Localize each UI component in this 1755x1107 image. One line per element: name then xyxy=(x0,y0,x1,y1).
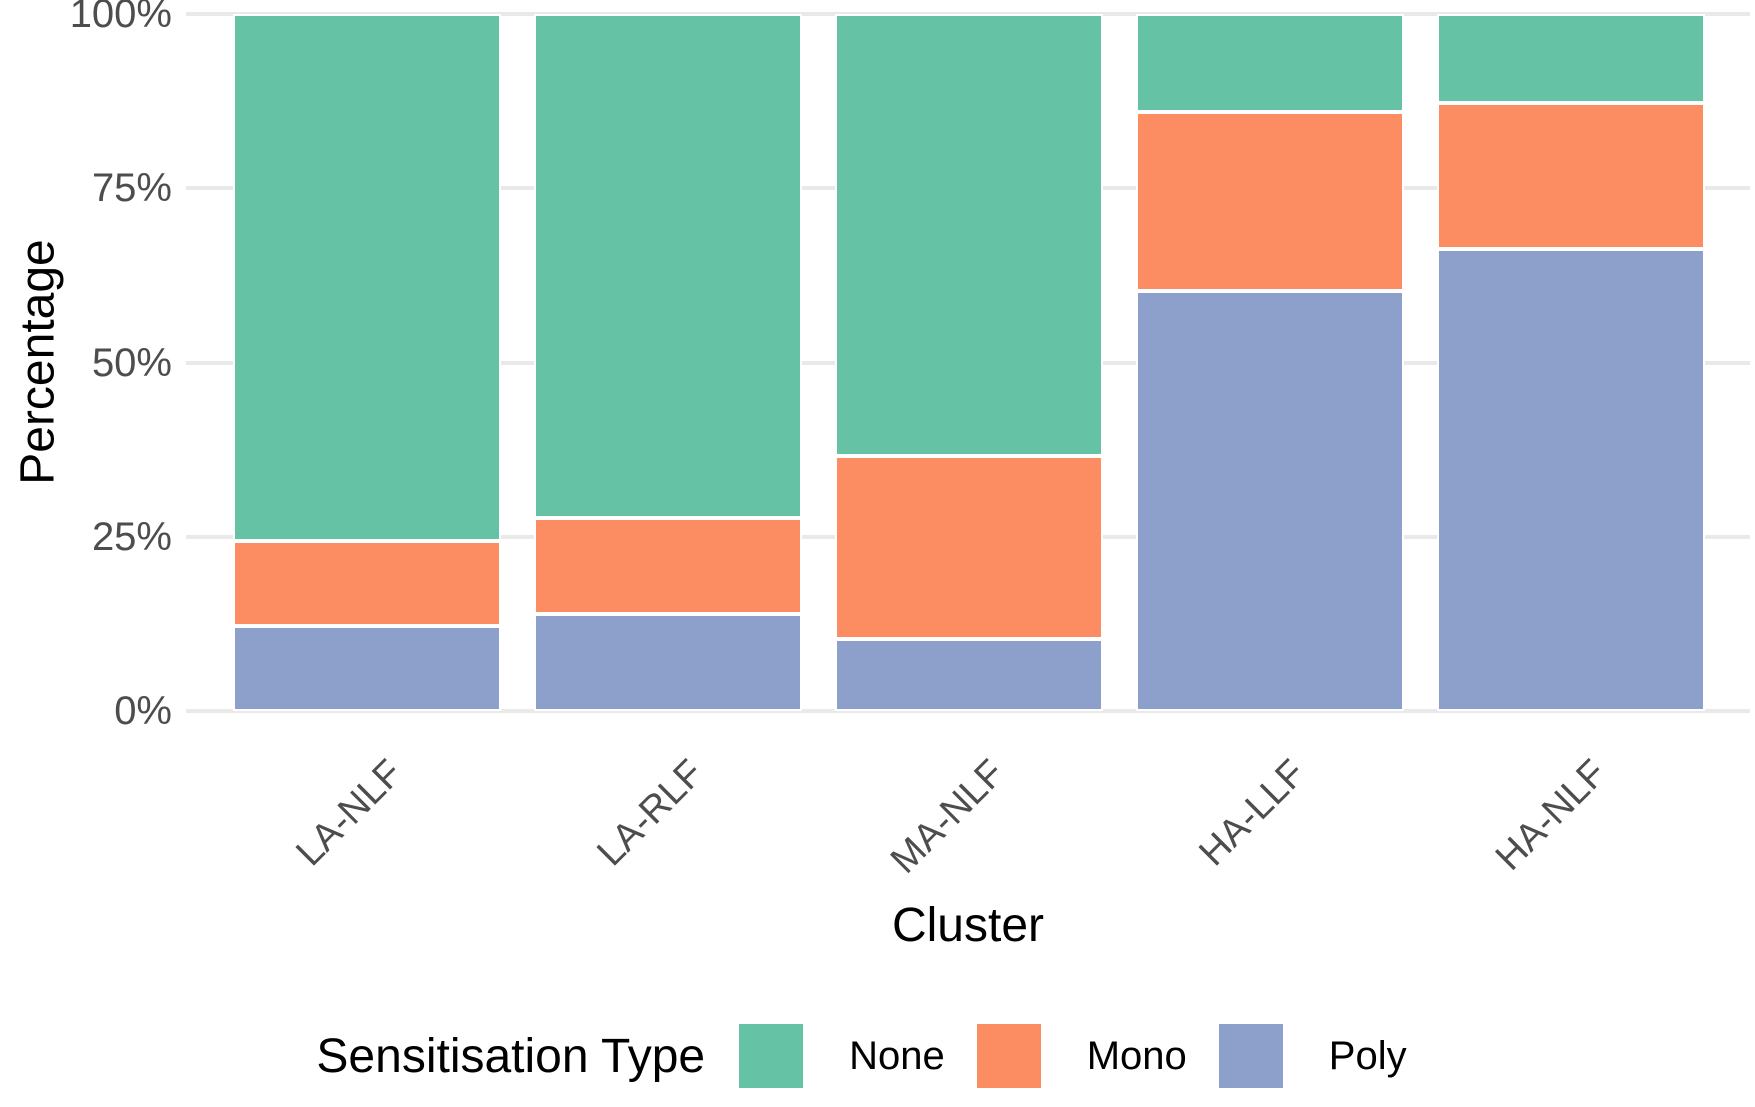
legend-label-None: None xyxy=(849,1033,945,1078)
segment-LA-RLF-None xyxy=(534,14,802,518)
y-tick-label-25: 25% xyxy=(91,514,172,559)
segment-LA-RLF-Poly xyxy=(534,614,802,711)
legend: Sensitisation Type None Mono Poly xyxy=(0,1024,1755,1088)
x-axis-title: Cluster xyxy=(891,899,1045,952)
legend-item-Poly: Poly xyxy=(1218,1024,1407,1088)
segment-LA-NLF-Mono xyxy=(233,540,501,626)
segment-HA-LLF-Poly xyxy=(1136,290,1404,711)
segment-HA-NLF-Mono xyxy=(1437,103,1705,249)
gridline-100 xyxy=(186,12,1750,16)
legend-swatch-None xyxy=(739,1024,804,1088)
segment-HA-LLF-None xyxy=(1136,14,1404,113)
segment-MA-NLF-None xyxy=(835,14,1103,456)
segment-MA-NLF-Poly xyxy=(835,639,1103,711)
legend-item-Mono: Mono xyxy=(976,1024,1187,1088)
bar-HA-NLF xyxy=(1437,14,1705,711)
y-tick-label-0: 0% xyxy=(114,689,172,733)
segment-HA-LLF-Mono xyxy=(1136,112,1404,291)
bar-HA-LLF xyxy=(1136,14,1404,711)
segment-HA-NLF-None xyxy=(1437,14,1705,104)
legend-items: None Mono Poly xyxy=(739,1024,1439,1088)
segment-LA-NLF-Poly xyxy=(233,625,501,711)
segment-LA-NLF-None xyxy=(233,14,501,541)
segment-MA-NLF-Mono xyxy=(835,455,1103,640)
plot-panel xyxy=(186,12,1750,713)
legend-swatch-Mono xyxy=(976,1024,1041,1088)
y-tick-label-75: 75% xyxy=(91,166,172,211)
y-tick-label-50: 50% xyxy=(91,340,172,385)
bar-MA-NLF xyxy=(835,14,1103,711)
legend-item-None: None xyxy=(739,1024,945,1088)
legend-swatch-Poly xyxy=(1218,1024,1283,1088)
legend-title: Sensitisation Type xyxy=(316,1029,706,1083)
y-axis-title: Percentage xyxy=(11,239,65,485)
bar-LA-NLF xyxy=(233,14,501,711)
y-tick-label-100: 100% xyxy=(69,0,172,36)
gridline-0 xyxy=(186,709,1750,713)
bar-LA-RLF xyxy=(534,14,802,711)
segment-HA-NLF-Poly xyxy=(1437,248,1705,711)
segment-LA-RLF-Mono xyxy=(534,517,802,615)
legend-label-Poly: Poly xyxy=(1328,1033,1407,1078)
legend-label-Mono: Mono xyxy=(1086,1033,1187,1078)
